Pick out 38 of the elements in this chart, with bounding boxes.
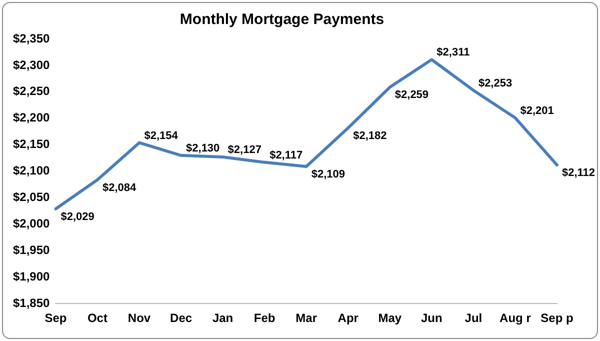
x-tick-label: Dec (170, 311, 192, 326)
y-tick-label: $2,350 (13, 31, 50, 46)
x-tick-label: Jul (464, 311, 482, 326)
data-label: $2,154 (144, 130, 179, 142)
y-tick-label: $2,000 (13, 216, 50, 231)
x-tick-label: Aug r (500, 311, 532, 326)
y-tick-label: $2,200 (13, 110, 50, 125)
y-tick-label: $1,950 (13, 242, 50, 257)
x-tick-label: Feb (254, 311, 276, 326)
data-label: $2,112 (562, 166, 596, 179)
x-tick-label: Apr (338, 311, 359, 326)
y-tick-label: $2,100 (13, 164, 50, 178)
x-tick-label: Sep (44, 311, 67, 326)
data-label: $2,029 (60, 210, 94, 223)
y-tick-label: $2,300 (13, 58, 50, 72)
chart-title: Monthly Mortgage Payments (180, 11, 384, 28)
data-label: $2,130 (186, 142, 220, 154)
data-label: $2,253 (478, 77, 512, 90)
x-tick-label: Sep p (540, 311, 574, 326)
data-label: $2,109 (311, 168, 346, 181)
y-tick-label: $2,050 (13, 190, 50, 204)
y-tick-label: $1,850 (13, 296, 50, 310)
x-tick-label: Jun (421, 311, 442, 326)
data-label: $2,201 (520, 104, 554, 117)
x-tick-label: Mar (296, 311, 318, 326)
data-label: $2,117 (270, 149, 303, 162)
x-tick-label: May (378, 311, 402, 326)
data-label: $2,259 (394, 89, 429, 102)
y-tick-label: $2,150 (13, 137, 50, 152)
data-label: $2,127 (228, 144, 262, 156)
x-tick-label: Jan (212, 311, 234, 326)
data-label: $2,182 (353, 130, 387, 142)
data-label: $2,311 (436, 46, 470, 59)
y-tick-label: $2,250 (13, 84, 50, 98)
y-tick-label: $1,900 (13, 269, 50, 284)
data-label: $2,084 (102, 182, 138, 194)
x-tick-label: Oct (87, 311, 108, 326)
x-tick-label: Nov (128, 311, 151, 326)
